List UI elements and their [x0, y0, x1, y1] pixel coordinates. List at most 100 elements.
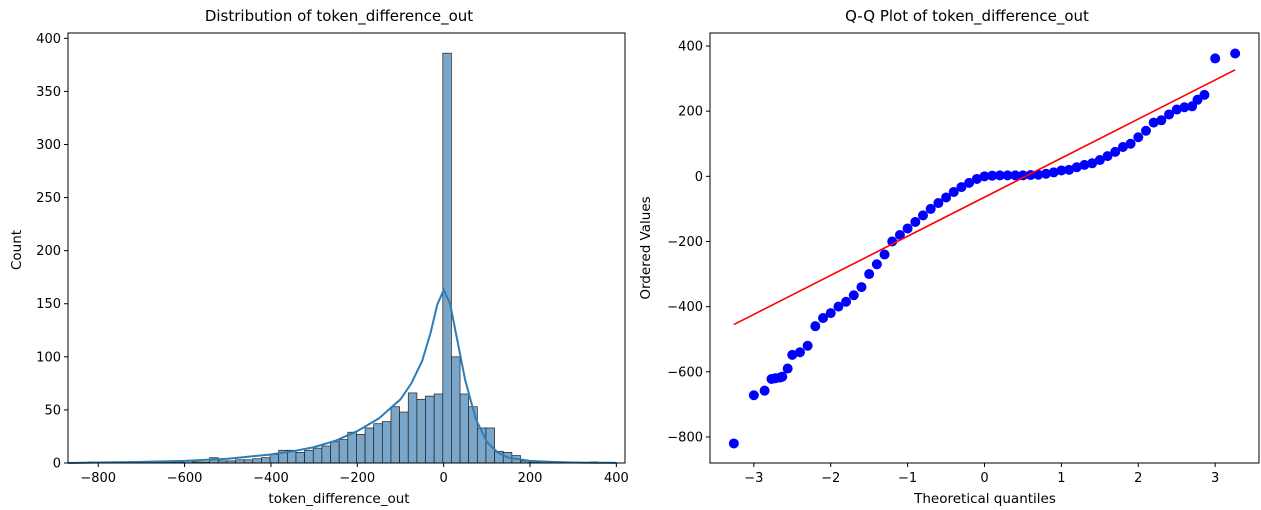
qq-point [948, 186, 959, 197]
histogram-bar [442, 52, 452, 464]
qq-point [1010, 170, 1021, 181]
histogram-bar [407, 392, 418, 464]
qq-plot-title: Q-Q Plot of token_difference_out [845, 7, 1089, 26]
qq-point [1110, 146, 1121, 157]
histogram-bar [261, 457, 271, 464]
y-tick-label: 300 [36, 138, 61, 153]
qq-point [818, 313, 829, 324]
y-tick-label: −800 [667, 430, 703, 445]
qq-point [910, 216, 921, 227]
qq-point [902, 223, 913, 234]
x-tick-label: −3 [744, 471, 763, 486]
qq-point [879, 249, 890, 260]
histogram-bar [390, 406, 400, 464]
qq-point [1056, 165, 1067, 176]
qq-fit-line [733, 69, 1236, 326]
qq-point [864, 269, 875, 280]
qq-point [1210, 53, 1221, 64]
histogram-bar [356, 433, 366, 464]
qq-point [1140, 125, 1151, 136]
qq-point [782, 363, 793, 374]
qq-point [1148, 117, 1159, 128]
histogram-bar [433, 393, 444, 464]
x-tick-label: −600 [167, 471, 203, 486]
qq-point [794, 347, 805, 358]
x-tick-label: 400 [604, 471, 629, 486]
qq-point [1179, 102, 1190, 113]
histogram-bar [347, 431, 357, 464]
qq-point [810, 321, 821, 332]
qq-point [1199, 89, 1210, 100]
qq-point [1171, 104, 1182, 115]
qq-point [933, 198, 944, 209]
qq-point [856, 282, 867, 293]
qq-point [1117, 142, 1128, 153]
histogram-bars [88, 52, 599, 464]
qq-point [1125, 138, 1136, 149]
qq-point [1230, 48, 1241, 59]
y-tick-label: 400 [36, 32, 61, 47]
qq-point [728, 438, 739, 449]
x-tick-label: 1 [1057, 471, 1065, 486]
qq-point [917, 210, 928, 221]
histogram-bar [364, 427, 375, 464]
y-tick-label: 200 [678, 105, 703, 120]
histogram-bar [425, 395, 435, 464]
qq-point [841, 296, 852, 307]
qq-point [1041, 168, 1052, 179]
y-tick-label: 0 [53, 457, 61, 472]
histogram-bar [373, 423, 383, 464]
qq-point [1192, 94, 1203, 105]
qq-point [777, 371, 788, 382]
y-tick-label: −200 [667, 235, 703, 250]
qq-point [1102, 151, 1113, 162]
histogram-bar [416, 398, 426, 464]
x-tick-label: −2 [821, 471, 840, 486]
qq-point [1094, 155, 1105, 166]
qq-point [1087, 158, 1098, 169]
histogram-bar [381, 421, 392, 464]
qq-point [1017, 170, 1028, 181]
x-tick-label: −800 [80, 471, 116, 486]
qq-point [748, 390, 759, 401]
qq-plot-frame [709, 32, 1260, 464]
x-tick-label: 3 [1211, 471, 1219, 486]
qq-point [1033, 169, 1044, 180]
qq-point [964, 177, 975, 188]
qq-point [1064, 164, 1075, 175]
x-tick-label: 0 [980, 471, 988, 486]
y-tick-label: 150 [36, 297, 61, 312]
x-tick-label: −400 [253, 471, 289, 486]
qq-point [1079, 159, 1090, 170]
qq-y-ticks: −800 −600 −400 −200 0 200 400 [667, 40, 710, 445]
histogram-bar [338, 439, 349, 464]
qq-point [979, 171, 990, 182]
qq-point [1048, 167, 1059, 178]
qq-point [871, 259, 882, 270]
qq-x-ticks: −3 −2 −1 0 1 2 3 [744, 463, 1219, 486]
y-tick-label: −600 [667, 365, 703, 380]
qq-point [971, 173, 982, 184]
y-tick-label: −400 [667, 300, 703, 315]
y-tick-label: 250 [36, 191, 61, 206]
qq-y-label: Ordered Values [638, 196, 654, 299]
qq-point [987, 170, 998, 181]
histogram-bar [269, 454, 280, 464]
qq-point [925, 203, 936, 214]
qq-x-label: Theoretical quantiles [913, 491, 1056, 507]
qq-points [728, 48, 1241, 449]
histogram-bar [399, 411, 409, 464]
histogram-bar [312, 447, 323, 464]
qq-point [1156, 115, 1167, 126]
y-tick-label: 400 [678, 40, 703, 55]
x-tick-label: −200 [339, 471, 375, 486]
qq-point [848, 290, 859, 301]
histogram-bar [468, 406, 478, 464]
qq-point [1002, 170, 1013, 181]
kde-curve [67, 287, 617, 464]
qq-point [956, 182, 967, 193]
histogram-frame [67, 32, 626, 464]
qq-point [894, 229, 905, 240]
histogram-bar [330, 441, 340, 464]
